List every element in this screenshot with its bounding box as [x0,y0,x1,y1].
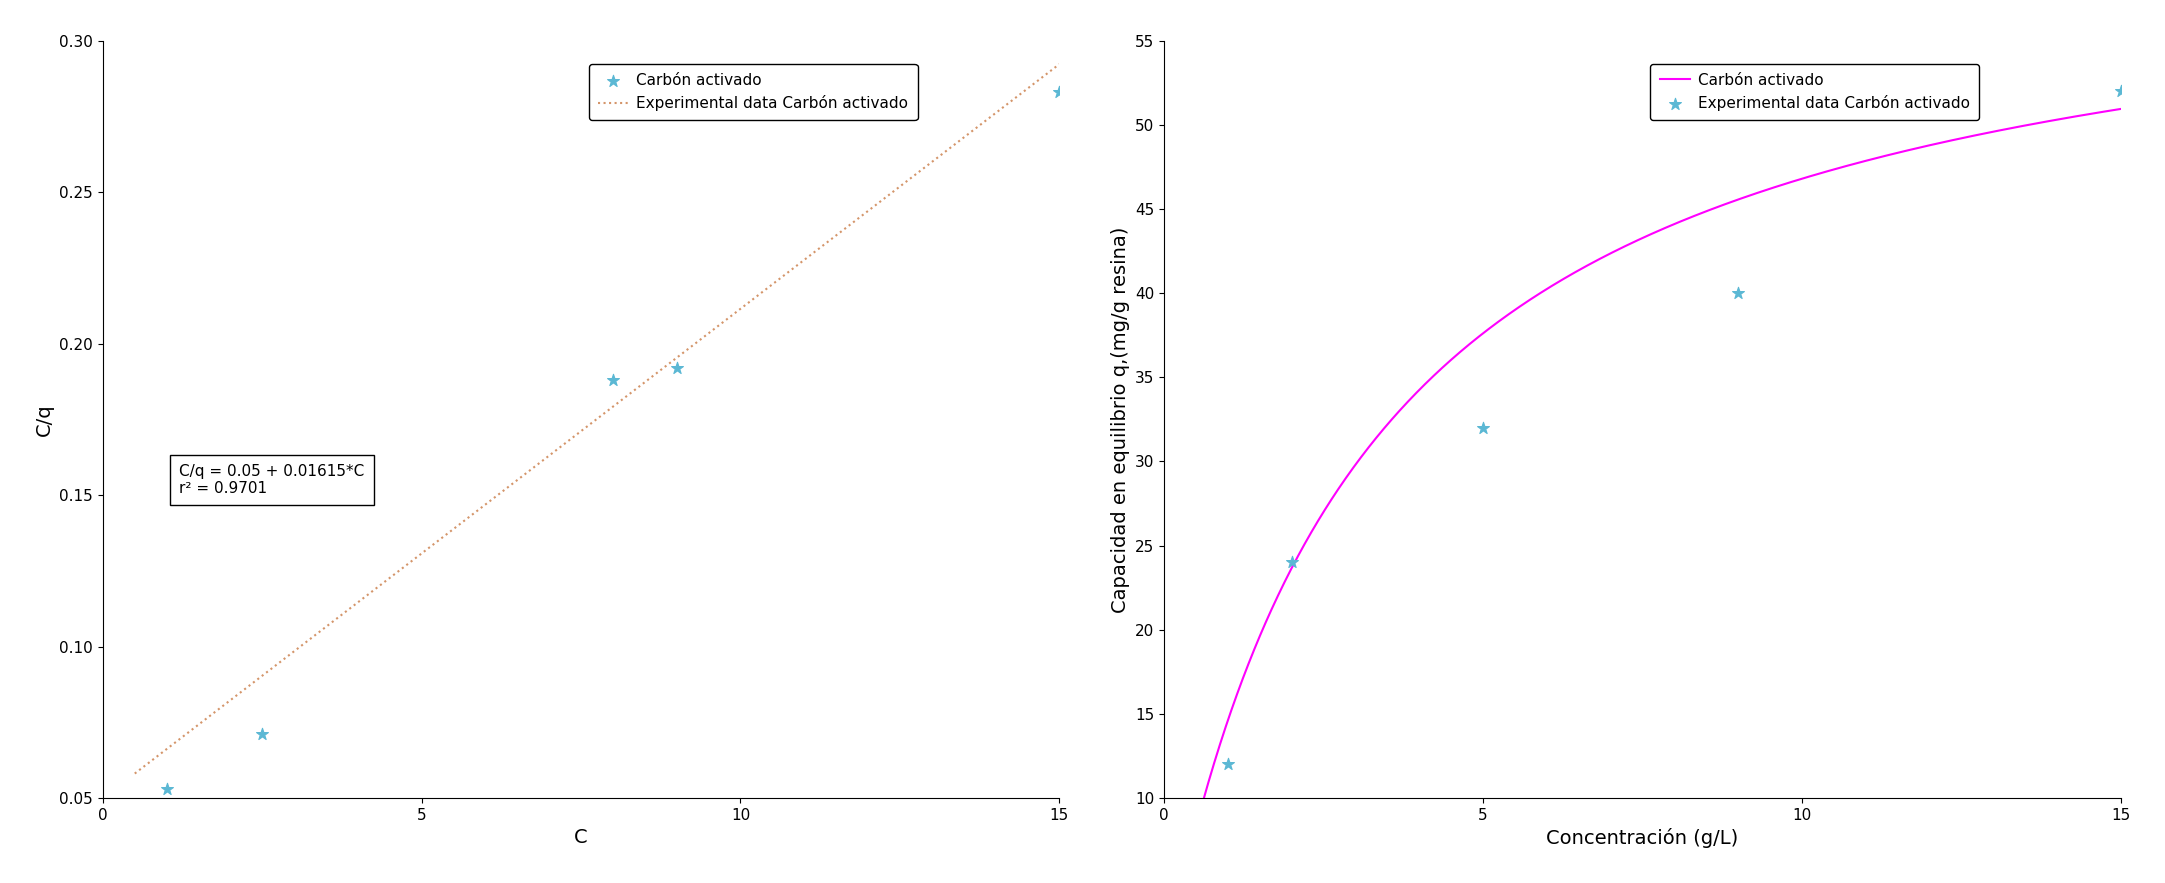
Experimental data Carbón activado [901,170,927,181]
Experimental data Carbón activado [688,334,714,344]
Y-axis label: Capacidad en equilibrio q,(mg/g resina): Capacidad en equilibrio q,(mg/g resina) [1111,226,1130,613]
Experimental data Carbón activado [2104,84,2139,98]
Carbón activado [1251,619,1277,630]
Carbón activado [2109,103,2135,114]
Experimental data Carbón activado [1466,420,1500,434]
Experimental data Carbón activado [1721,286,1756,300]
Carbón activado [1914,140,1940,151]
Experimental data Carbón activado [671,346,697,357]
X-axis label: C: C [574,828,589,848]
Carbón activado [1810,168,1836,178]
Experimental data Carbón activado [959,125,985,136]
Carbón activado [595,373,630,387]
Legend: Carbón activado, Experimental data Carbón activado: Carbón activado, Experimental data Carbó… [589,64,918,120]
Line: Carbón activado: Carbón activado [1167,109,2122,883]
X-axis label: Concentración (g/L): Concentración (g/L) [1546,828,1738,849]
Carbón activado [1041,85,1076,99]
Experimental data Carbón activado [1046,59,1072,70]
Experimental data Carbón activado [1210,758,1245,772]
Legend: Carbón activado, Experimental data Carbón activado: Carbón activado, Experimental data Carbó… [1650,64,1979,120]
Carbón activado [1899,144,1925,155]
Experimental data Carbón activado [121,768,147,779]
Carbón activado [245,728,279,742]
Text: C/q = 0.05 + 0.01615*C
r² = 0.9701: C/q = 0.05 + 0.01615*C r² = 0.9701 [180,464,364,496]
Experimental data Carbón activado [1275,555,1310,570]
Carbón activado [1574,260,1600,271]
Carbón activado [149,781,184,796]
Carbón activado [660,361,695,375]
Experimental data Carbón activado [669,348,695,358]
Experimental data Carbón activado [126,766,152,776]
Y-axis label: C/q: C/q [35,403,54,435]
Line: Experimental data Carbón activado: Experimental data Carbón activado [134,64,1059,774]
Carbón activado [1539,280,1565,291]
